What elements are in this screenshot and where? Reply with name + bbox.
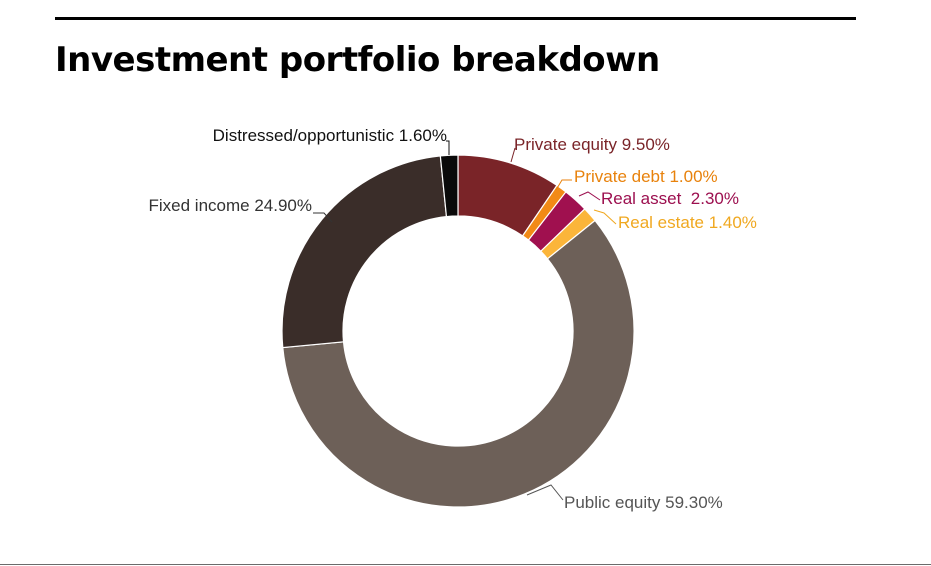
bottom-rule [0, 564, 931, 565]
donut-slices [281, 154, 635, 508]
slice-label-distressed-opportunistic: Distressed/opportunistic 1.60% [213, 126, 447, 145]
slice-labels: Private equity 9.50% Private debt 1.00% Re… [149, 126, 757, 512]
top-rule [55, 17, 856, 20]
slice-label-real-estate: Real estate 1.40% [618, 213, 757, 232]
slice-fixed-income [281, 155, 448, 349]
leader-line-distressed-opportunistic [446, 140, 450, 155]
leader-line-real-asset [578, 191, 601, 201]
slice-distressed-opportunistic [439, 154, 459, 218]
slice-label-public-equity: Public equity 59.30% [564, 493, 723, 512]
leader-lines [313, 140, 617, 501]
chart-title: Investment portfolio breakdown [55, 40, 660, 80]
slice-label-real-asset: Real asset 2.30% [601, 189, 739, 208]
slice-label-fixed-income: Fixed income 24.90% [149, 196, 312, 215]
slice-label-private-equity: Private equity 9.50% [514, 135, 670, 154]
leader-line-real-estate [593, 209, 617, 225]
leader-line-private-equity [510, 147, 516, 163]
slice-label-private-debt: Private debt 1.00% [574, 167, 718, 186]
leader-line-public-equity [526, 484, 564, 501]
slice-public-equity [282, 219, 635, 508]
leader-line-fixed-income [313, 212, 333, 223]
leader-line-private-debt [555, 179, 572, 191]
